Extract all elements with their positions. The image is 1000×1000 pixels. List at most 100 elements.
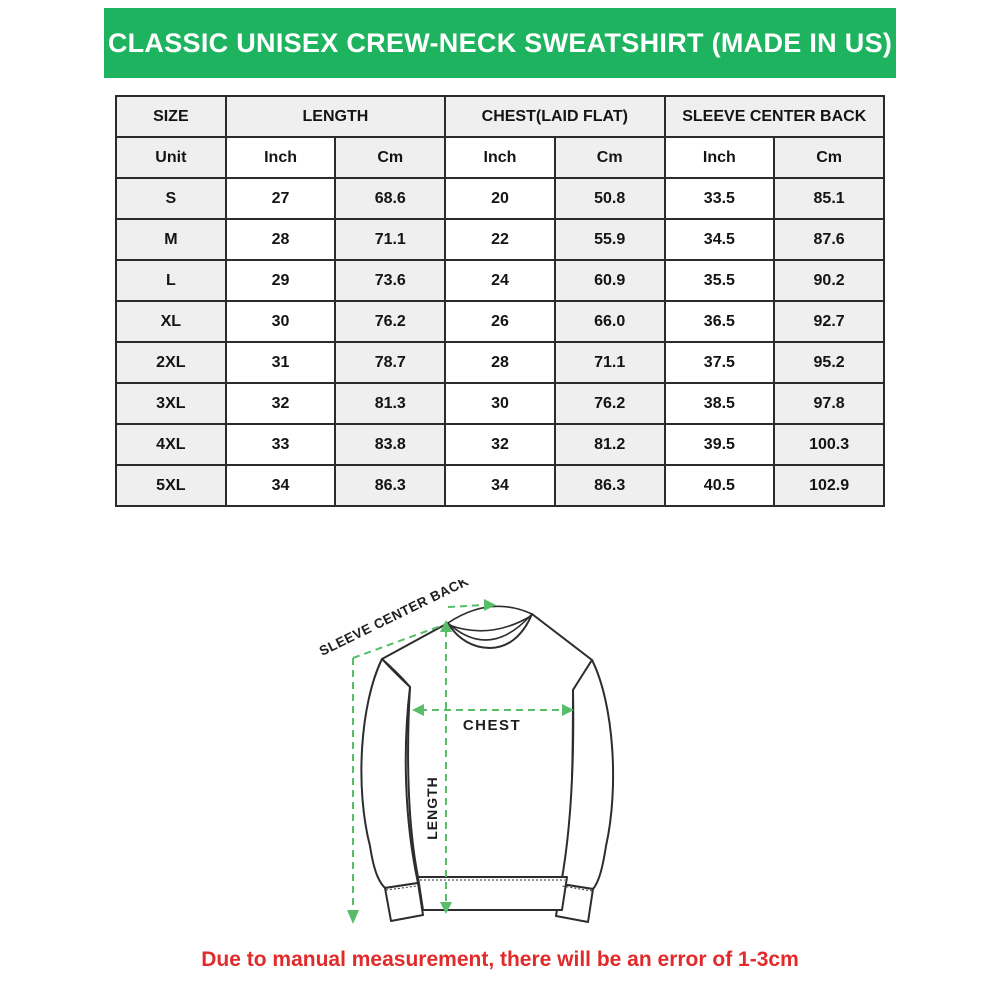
size-cell: M <box>115 218 227 261</box>
value-cell: 33.5 <box>663 177 776 220</box>
value-cell: 102.9 <box>773 464 885 507</box>
value-cell: 32 <box>444 423 556 466</box>
chest-label: CHEST <box>463 717 521 734</box>
sleeve-measure-diagonal-line <box>352 623 447 659</box>
value-cell: 30 <box>444 382 556 425</box>
value-cell: 86.3 <box>334 464 447 507</box>
value-cell: 30 <box>224 300 337 343</box>
value-cell: 78.7 <box>334 341 447 384</box>
table-row: 5XL 34 86.3 34 86.3 40.5 102.9 <box>115 464 885 507</box>
value-cell: 85.1 <box>773 177 885 220</box>
sweatshirt-diagram: SLEEVE CENTER BACK CHEST LENGTH <box>317 580 615 924</box>
value-cell: 38.5 <box>663 382 776 425</box>
value-cell: 90.2 <box>773 259 885 302</box>
sleeve-measure-down-arrow <box>347 910 359 924</box>
value-cell: 50.8 <box>553 177 666 220</box>
value-cell: 32 <box>224 382 337 425</box>
unit-cell: Inch <box>663 136 776 179</box>
value-cell: 60.9 <box>553 259 666 302</box>
column-group-header: CHEST(LAID FLAT) <box>444 95 666 138</box>
unit-cell: Inch <box>224 136 337 179</box>
value-cell: 35.5 <box>663 259 776 302</box>
value-cell: 81.3 <box>334 382 447 425</box>
value-cell: 55.9 <box>553 218 666 261</box>
value-cell: 87.6 <box>773 218 885 261</box>
value-cell: 28 <box>444 341 556 384</box>
left-cuff-seam <box>385 885 418 891</box>
sleeve-measure-right-arrow <box>484 599 496 611</box>
table-row: 2XL 31 78.7 28 71.1 37.5 95.2 <box>115 341 885 384</box>
value-cell: 76.2 <box>334 300 447 343</box>
waistband <box>417 876 568 911</box>
value-cell: 28 <box>224 218 337 261</box>
sweatshirt-body <box>381 613 593 878</box>
value-cell: 95.2 <box>773 341 885 384</box>
value-cell: 71.1 <box>334 218 447 261</box>
length-down-arrow <box>440 902 452 914</box>
size-cell: 4XL <box>115 423 227 466</box>
value-cell: 86.3 <box>553 464 666 507</box>
value-cell: 66.0 <box>553 300 666 343</box>
table-row: M 28 71.1 22 55.9 34.5 87.6 <box>115 218 885 261</box>
collar-rib-1 <box>448 615 532 632</box>
unit-cell: Inch <box>444 136 556 179</box>
value-cell: 76.2 <box>553 382 666 425</box>
value-cell: 39.5 <box>663 423 776 466</box>
unit-cell: Cm <box>773 136 885 179</box>
table-row: S 27 68.6 20 50.8 33.5 85.1 <box>115 177 885 220</box>
value-cell: 81.2 <box>553 423 666 466</box>
measurement-note: Due to manual measurement, there will be… <box>201 948 799 971</box>
value-cell: 37.5 <box>663 341 776 384</box>
value-cell: 29 <box>224 259 337 302</box>
value-cell: 40.5 <box>663 464 776 507</box>
group-header-row: SIZE LENGTH CHEST(LAID FLAT) SLEEVE CENTER … <box>115 95 886 138</box>
value-cell: 68.6 <box>334 177 447 220</box>
table-row: 3XL 32 81.3 30 76.2 38.5 97.8 <box>115 382 885 425</box>
table-row: L 29 73.6 24 60.9 35.5 90.2 <box>115 259 885 302</box>
sleeve-measure-horizontal-line <box>447 604 485 608</box>
right-cuff-seam <box>561 885 593 892</box>
unit-cell: Cm <box>334 136 447 179</box>
size-table: SIZE LENGTH CHEST(LAID FLAT) SLEEVE CENTER … <box>115 95 886 507</box>
size-cell: XL <box>115 300 227 343</box>
column-group-header: SLEEVE CENTER BACK <box>663 95 886 138</box>
value-cell: 33 <box>224 423 337 466</box>
value-cell: 83.8 <box>334 423 447 466</box>
unit-cell: Unit <box>115 136 227 179</box>
column-group-header: SIZE <box>115 95 227 138</box>
value-cell: 20 <box>444 177 556 220</box>
value-cell: 36.5 <box>663 300 776 343</box>
chest-left-arrow <box>412 704 424 716</box>
collar-outer-edge <box>447 605 533 624</box>
value-cell: 24 <box>444 259 556 302</box>
column-group-header: LENGTH <box>224 95 447 138</box>
page-title: CLASSIC UNISEX CREW-NECK SWEATSHIRT (MAD… <box>107 27 893 58</box>
length-up-arrow <box>440 620 452 632</box>
value-cell: 71.1 <box>553 341 666 384</box>
value-cell: 100.3 <box>773 423 885 466</box>
size-cell: 2XL <box>115 341 227 384</box>
chest-right-arrow <box>562 704 574 716</box>
value-cell: 34.5 <box>663 218 776 261</box>
title-banner: CLASSIC UNISEX CREW-NECK SWEATSHIRT (MAD… <box>104 8 896 78</box>
table-row: 4XL 33 83.8 32 81.2 39.5 100.3 <box>115 423 885 466</box>
value-cell: 92.7 <box>773 300 885 343</box>
value-cell: 34 <box>224 464 337 507</box>
value-cell: 31 <box>224 341 337 384</box>
value-cell: 26 <box>444 300 556 343</box>
collar-rib-2 <box>448 614 532 641</box>
size-cell: 3XL <box>115 382 227 425</box>
value-cell: 22 <box>444 218 556 261</box>
size-cell: L <box>115 259 227 302</box>
value-cell: 34 <box>444 464 556 507</box>
value-cell: 97.8 <box>773 382 885 425</box>
size-cell: 5XL <box>115 464 227 507</box>
left-cuff <box>384 882 424 922</box>
unit-row: Unit Inch Cm Inch Cm Inch Cm <box>115 136 885 179</box>
value-cell: 73.6 <box>334 259 447 302</box>
length-label: LENGTH <box>424 776 440 840</box>
table-row: XL 30 76.2 26 66.0 36.5 92.7 <box>115 300 885 343</box>
value-cell: 27 <box>224 177 337 220</box>
size-cell: S <box>115 177 227 220</box>
